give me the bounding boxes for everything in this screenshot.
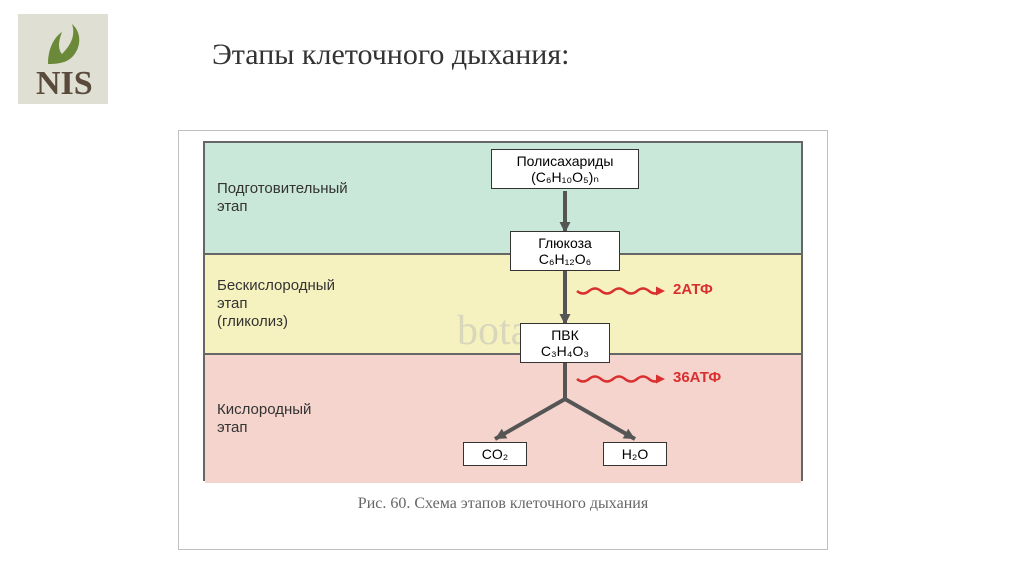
nis-logo: NIS (18, 14, 108, 104)
node-h2o: H₂O (603, 442, 667, 466)
arrows-layer (205, 143, 805, 483)
node-co2: CO₂ (463, 442, 527, 466)
flowchart: ПодготовительныйэтапБескислородныйэтап(г… (203, 141, 803, 481)
node-pvk: ПВКC₃H₄O₃ (520, 323, 610, 363)
node-glu: ГлюкозаC₆H₁₂O₆ (510, 231, 620, 271)
atp-label: 2АТФ (673, 281, 713, 298)
page-title: Этапы клеточного дыхания: (212, 38, 570, 72)
svg-text:NIS: NIS (36, 65, 93, 102)
diagram-caption: Рис. 60. Схема этапов клеточного дыхания (179, 495, 827, 513)
node-poly: Полисахариды(C₆H₁₀O₅)ₙ (491, 149, 639, 189)
atp-label: 36АТФ (673, 369, 721, 386)
diagram-container: ПодготовительныйэтапБескислородныйэтап(г… (178, 130, 828, 550)
